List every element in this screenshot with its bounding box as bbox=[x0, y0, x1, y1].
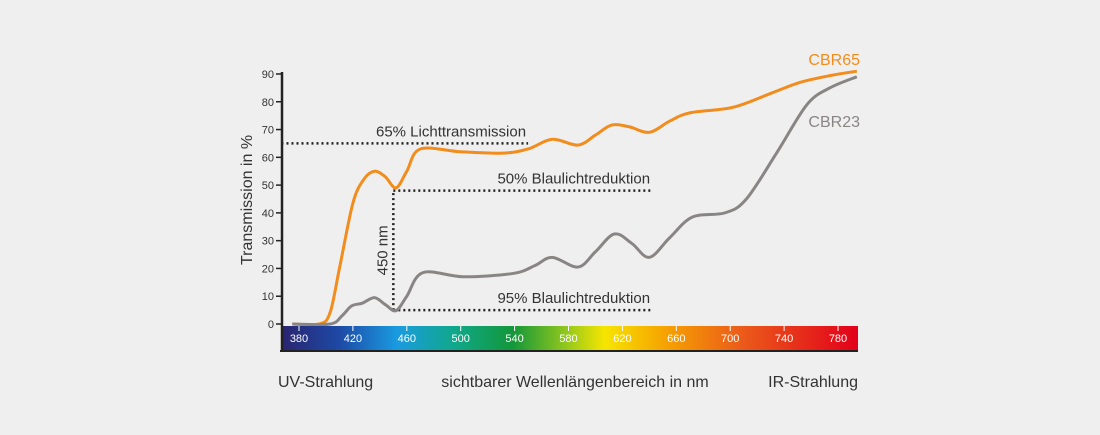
y-tick-label: 90 bbox=[262, 69, 274, 81]
annotation-label-450nm: 450 nm bbox=[374, 225, 391, 275]
x-tick-label: 460 bbox=[398, 333, 416, 345]
uv-label: UV-Strahlung bbox=[278, 374, 373, 391]
y-tick-label: 20 bbox=[262, 263, 274, 275]
series-line-cbr23 bbox=[292, 75, 858, 327]
x-tick-label: 500 bbox=[452, 333, 470, 345]
x-tick-label: 780 bbox=[829, 333, 847, 345]
y-tick-label: 60 bbox=[262, 152, 274, 164]
y-tick-label: 30 bbox=[262, 236, 274, 248]
x-tick-label: 580 bbox=[559, 333, 577, 345]
x-tick-label: 620 bbox=[613, 333, 631, 345]
series-line-cbr65 bbox=[292, 69, 858, 327]
annotation-label: 95% Blaulichtreduktion bbox=[497, 290, 650, 307]
series-label-cbr23: CBR23 bbox=[808, 114, 860, 131]
spectrum-bar bbox=[282, 326, 858, 350]
x-axis-label: sichtbarer Wellenlängenbereich in nm bbox=[441, 374, 708, 391]
y-axis-label: Transmission in % bbox=[239, 135, 256, 265]
x-tick-label: 380 bbox=[290, 333, 308, 345]
series-label-cbr65: CBR65 bbox=[808, 52, 860, 69]
y-tick-label: 70 bbox=[262, 125, 274, 137]
y-tick-label: 0 bbox=[268, 319, 274, 331]
y-tick-label: 80 bbox=[262, 97, 274, 109]
x-tick-label: 420 bbox=[344, 333, 362, 345]
x-tick-label: 700 bbox=[721, 333, 739, 345]
x-tick-label: 740 bbox=[775, 333, 793, 345]
annotation-label: 50% Blaulichtreduktion bbox=[497, 171, 650, 188]
y-tick-label: 40 bbox=[262, 208, 274, 220]
y-tick-label: 10 bbox=[262, 291, 274, 303]
x-tick-label: 540 bbox=[505, 333, 523, 345]
ir-label: IR-Strahlung bbox=[768, 374, 858, 391]
x-tick-label: 660 bbox=[667, 333, 685, 345]
annotation-label: 65% Lichttransmission bbox=[376, 123, 526, 140]
y-tick-label: 50 bbox=[262, 180, 274, 192]
